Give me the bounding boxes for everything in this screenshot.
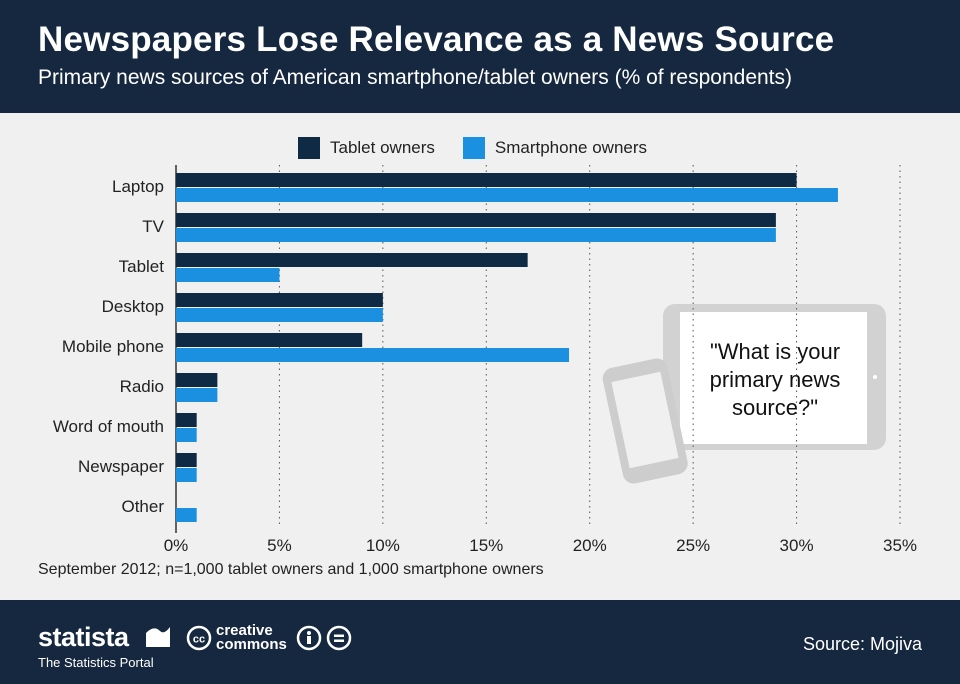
x-tick-label: 20%	[573, 536, 607, 555]
bar-smartphone	[176, 308, 383, 322]
bars	[176, 173, 838, 522]
creative-commons-badge[interactable]: cc creative commons	[186, 622, 353, 653]
source-label: Source: Mojiva	[802, 634, 922, 654]
statista-logo[interactable]: statista	[38, 622, 129, 652]
category-labels: Laptop TV Tablet Desktop Mobile phone Radio Wo…	[53, 177, 165, 516]
annotation-line-1: "What is your	[710, 339, 840, 364]
bar-tablet	[176, 413, 197, 427]
bar-tablet	[176, 173, 797, 187]
footer: statista The Statistics Portal cc creati…	[0, 600, 960, 684]
device-illustration-icon: "What is your primary news source?"	[602, 304, 886, 484]
bar-tablet	[176, 293, 383, 307]
chart-title: Newspapers Lose Relevance as a News Sour…	[38, 20, 835, 59]
annotation-line-2: primary news	[710, 367, 841, 392]
x-tick-label: 5%	[267, 536, 292, 555]
x-tick-label: 30%	[780, 536, 814, 555]
bar-smartphone	[176, 228, 776, 242]
legend-label-tablet: Tablet owners	[330, 138, 435, 157]
bar-smartphone	[176, 468, 197, 482]
chart-subtitle: Primary news sources of American smartph…	[38, 66, 793, 89]
bar-smartphone	[176, 428, 197, 442]
legend-swatch-tablet	[298, 137, 320, 159]
x-tick-labels: 0% 5% 10% 15% 20% 25% 30% 35%	[164, 536, 917, 555]
no-derivatives-icon	[326, 625, 352, 651]
legend: Tablet owners Smartphone owners	[298, 136, 675, 160]
legend-label-smartphone: Smartphone owners	[494, 138, 648, 157]
category-label: Newspaper	[78, 457, 164, 476]
cc-text-line1: creative	[216, 622, 273, 639]
category-label: TV	[142, 217, 164, 236]
category-label: Tablet	[119, 257, 165, 276]
x-tick-label: 10%	[366, 536, 400, 555]
bar-tablet	[176, 373, 218, 387]
category-label: Laptop	[112, 177, 164, 196]
bar-tablet	[176, 453, 197, 467]
category-label: Radio	[120, 377, 164, 396]
cc-text-line2: commons	[216, 636, 287, 653]
bar-tablet	[176, 213, 776, 227]
bar-smartphone	[176, 508, 197, 522]
attribution-icon	[296, 625, 322, 651]
legend-item-smartphone: Smartphone owners	[462, 137, 648, 159]
cc-text: creative commons	[216, 622, 287, 653]
svg-text:cc: cc	[193, 634, 205, 646]
bar-chart: "What is your primary news source?" Lapt…	[53, 165, 917, 555]
x-tick-label: 25%	[676, 536, 710, 555]
annotation-line-3: source?"	[732, 395, 818, 420]
category-label: Other	[121, 497, 164, 516]
x-tick-label: 35%	[883, 536, 917, 555]
category-label: Word of mouth	[53, 417, 164, 436]
bar-smartphone	[176, 268, 280, 282]
bar-smartphone	[176, 388, 218, 402]
x-tick-label: 15%	[469, 536, 503, 555]
cc-icon: cc	[186, 625, 212, 651]
legend-swatch-smartphone	[462, 137, 485, 159]
bar-tablet	[176, 333, 363, 347]
x-tick-label: 0%	[164, 536, 189, 555]
footnote: September 2012; n=1,000 tablet owners an…	[38, 561, 544, 578]
legend-item-tablet: Tablet owners	[298, 137, 435, 159]
statista-flag-icon	[146, 627, 170, 647]
bar-tablet	[176, 253, 528, 267]
bar-smartphone	[176, 348, 570, 362]
header: Newspapers Lose Relevance as a News Sour…	[0, 0, 960, 113]
category-label: Desktop	[102, 297, 164, 316]
statista-tagline: The Statistics Portal	[38, 655, 154, 670]
bar-smartphone	[176, 188, 838, 202]
category-label: Mobile phone	[62, 337, 164, 356]
